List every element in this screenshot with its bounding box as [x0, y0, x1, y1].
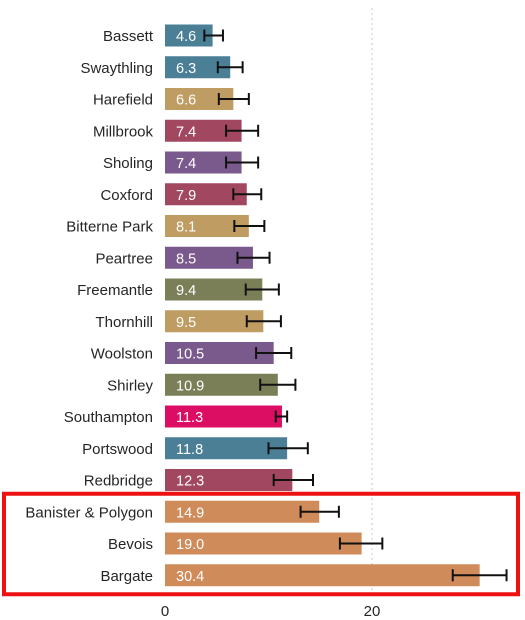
category-label: Sholing: [103, 155, 153, 172]
bar: [165, 500, 320, 523]
value-label: 19.0: [176, 537, 204, 553]
category-label: Banister & Polygon: [25, 504, 153, 521]
category-label: Bassett: [103, 28, 154, 45]
x-tick-label: 0: [161, 603, 169, 620]
value-label: 9.4: [176, 283, 196, 299]
bar: [165, 246, 253, 269]
value-label: 30.4: [176, 569, 204, 585]
bar: [165, 278, 263, 301]
category-label: Harefield: [93, 92, 153, 109]
value-label: 10.5: [176, 347, 204, 363]
category-label: Redbridge: [84, 473, 153, 490]
bar: [165, 183, 247, 206]
category-label: Woolston: [91, 346, 153, 363]
bars: [165, 24, 480, 587]
error-bars: [203, 29, 508, 582]
value-label: 14.9: [176, 505, 204, 521]
x-axis-ticks: 0 20: [161, 603, 381, 620]
value-label: 4.6: [176, 29, 196, 45]
value-label: 8.5: [176, 251, 196, 267]
value-label: 12.3: [176, 474, 204, 490]
bar: [165, 405, 282, 428]
value-labels: 4.6 6.3 6.6 7.4 7.4 7.9 8.1 8.5 9.4 9.5 10.5 10.9 11…: [176, 29, 204, 585]
value-label: 10.9: [176, 378, 204, 394]
bar: [165, 88, 234, 110]
x-tick-label: 20: [364, 603, 381, 620]
category-label: Bargate: [100, 568, 153, 585]
category-label: Southampton: [64, 409, 153, 426]
bar: [165, 373, 278, 396]
highlight-box: [2, 491, 520, 597]
category-label: Thornhill: [95, 314, 153, 331]
bar: [165, 56, 231, 79]
category-label: Coxford: [100, 187, 153, 204]
value-label: 6.3: [176, 61, 196, 77]
value-label: 11.3: [176, 410, 203, 426]
value-label: 9.5: [176, 315, 196, 331]
value-label: 6.6: [176, 93, 196, 109]
value-label: 8.1: [176, 220, 196, 236]
category-label: Bevois: [108, 536, 153, 553]
bar: [165, 532, 362, 555]
value-label: 7.4: [176, 156, 196, 172]
bar: [165, 564, 480, 587]
bar: [165, 151, 242, 174]
value-label: 7.4: [176, 124, 196, 140]
bar: [165, 342, 274, 364]
category-label: Peartree: [95, 250, 153, 267]
category-label: Freemantle: [77, 282, 153, 299]
category-label: Portswood: [82, 441, 153, 458]
value-label: 7.9: [176, 188, 196, 204]
category-label: Swaythling: [80, 60, 153, 77]
bar: [165, 469, 293, 491]
value-label: 11.8: [176, 442, 203, 458]
bar: [165, 215, 249, 237]
bar: [165, 310, 264, 333]
category-label: Millbrook: [93, 123, 154, 140]
category-labels: Bassett Swaythling Harefield Millbrook Sholi…: [25, 28, 153, 585]
bar: [165, 437, 288, 460]
bar: [165, 24, 213, 47]
category-label: Bitterne Park: [66, 219, 153, 236]
category-label: Shirley: [107, 377, 153, 394]
bar: [165, 119, 242, 142]
